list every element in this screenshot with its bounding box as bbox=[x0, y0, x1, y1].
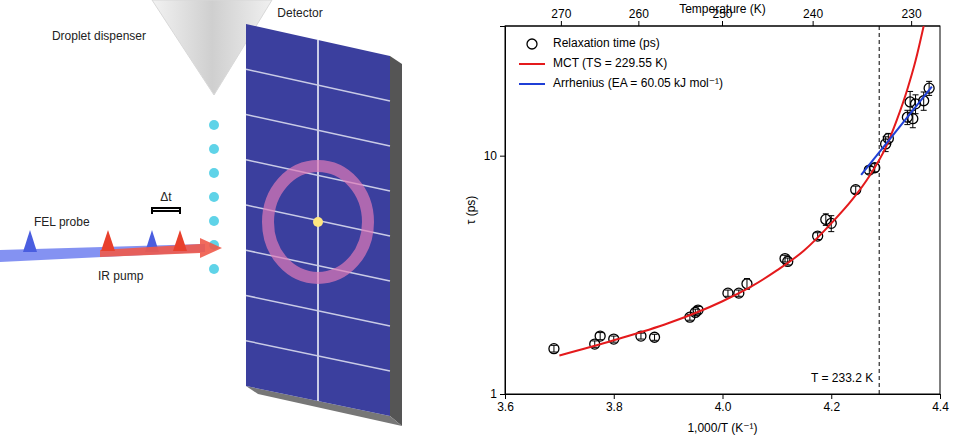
tick-mark bbox=[723, 394, 724, 399]
detector-grid bbox=[246, 296, 390, 327]
data-point bbox=[549, 344, 559, 354]
tick-label: 3.8 bbox=[606, 400, 623, 414]
annotation: T = 233.2 K bbox=[811, 371, 873, 385]
tick-label: 260 bbox=[629, 7, 649, 21]
diffraction-ring bbox=[268, 166, 368, 278]
y-axis-line bbox=[500, 27, 506, 395]
legend: Relaxation time (ps) MCT (TS = 229.55 K) A… bbox=[519, 36, 723, 90]
tick-label: 270 bbox=[551, 7, 571, 21]
tick-mark bbox=[831, 394, 832, 399]
droplet bbox=[209, 120, 219, 130]
legend-label: Arrhenius (EA = 60.05 kJ mol⁻¹) bbox=[553, 76, 723, 90]
plot-area bbox=[549, 26, 934, 394]
droplet bbox=[209, 192, 219, 202]
ir-beam bbox=[100, 238, 222, 258]
tick-mark bbox=[911, 21, 912, 26]
plot-frame bbox=[505, 26, 940, 394]
ir-pulse bbox=[101, 230, 115, 251]
droplet bbox=[209, 216, 219, 226]
fel-pulse bbox=[23, 230, 37, 252]
x-axis-line bbox=[506, 395, 941, 400]
tick-label: 230 bbox=[902, 7, 922, 21]
diagram-label: FEL probe bbox=[34, 215, 90, 229]
y-axis: 1 10 bbox=[484, 27, 506, 402]
beam-spot bbox=[313, 217, 323, 227]
series-line bbox=[861, 87, 932, 175]
detector-grid bbox=[246, 115, 390, 147]
tick-mark bbox=[561, 21, 562, 26]
diagram-label: Detector bbox=[277, 6, 322, 20]
legend-swatch bbox=[519, 63, 545, 65]
tick-mark bbox=[813, 21, 814, 26]
tick: 3.8 bbox=[606, 394, 623, 414]
figure: Droplet dispenser Detector FEL probe IR pum… bbox=[0, 0, 956, 441]
tick-mark bbox=[940, 394, 941, 399]
tick: 3.6 bbox=[497, 394, 514, 414]
x-axis: 3.6 3.8 4.0 4.2 4.4 bbox=[497, 394, 949, 414]
data-point bbox=[924, 83, 934, 93]
tick: 4.0 bbox=[715, 394, 732, 414]
tick: 1 bbox=[490, 387, 505, 401]
tick-mark bbox=[638, 21, 639, 26]
reference-line bbox=[879, 26, 880, 394]
diagram-label: IR pump bbox=[98, 269, 144, 283]
tick-label: 240 bbox=[803, 7, 823, 21]
tick-mark bbox=[614, 394, 615, 399]
ir-pulse bbox=[173, 230, 187, 251]
diagram: Droplet dispenser Detector FEL probe IR pum… bbox=[0, 0, 402, 426]
legend-label: Relaxation time (ps) bbox=[553, 36, 660, 50]
tick-mark bbox=[500, 156, 505, 157]
tick-label: 3.6 bbox=[497, 400, 514, 414]
diagram-label: Droplet dispenser bbox=[52, 29, 146, 43]
top-axis-title: Temperature (K) bbox=[679, 2, 766, 16]
legend-label: MCT (TS = 229.55 K) bbox=[553, 56, 667, 70]
legend-swatch bbox=[527, 39, 537, 49]
tick: 4.2 bbox=[823, 394, 840, 414]
tick: 4.4 bbox=[932, 394, 949, 414]
x-axis-title: 1,000/T (K⁻¹) bbox=[687, 421, 757, 435]
data-point bbox=[595, 331, 605, 341]
tick-label: 4.2 bbox=[823, 400, 840, 414]
droplet bbox=[209, 264, 219, 274]
tick: 10 bbox=[484, 149, 505, 163]
tick-mark bbox=[500, 394, 505, 395]
droplet bbox=[209, 168, 219, 178]
tick-label: 1 bbox=[490, 387, 497, 401]
detector-grid bbox=[246, 341, 390, 371]
y-axis-title: τ (ps) bbox=[464, 196, 478, 225]
detector-side bbox=[390, 56, 402, 426]
tick-mark bbox=[722, 21, 723, 26]
tick-label: 10 bbox=[484, 149, 498, 163]
chart: 3.63.84.04.24.4110270260250240230Tempera… bbox=[464, 2, 949, 435]
data-point bbox=[650, 332, 660, 342]
legend-swatch bbox=[519, 83, 545, 85]
tick-label: 4.0 bbox=[715, 400, 732, 414]
droplet bbox=[209, 144, 219, 154]
data-point bbox=[813, 231, 823, 241]
diagram-label: Δt bbox=[160, 190, 172, 204]
detector-face bbox=[246, 24, 390, 416]
detector-grid bbox=[246, 69, 390, 101]
delay-bracket bbox=[152, 208, 180, 214]
tick-label: 4.4 bbox=[932, 400, 949, 414]
